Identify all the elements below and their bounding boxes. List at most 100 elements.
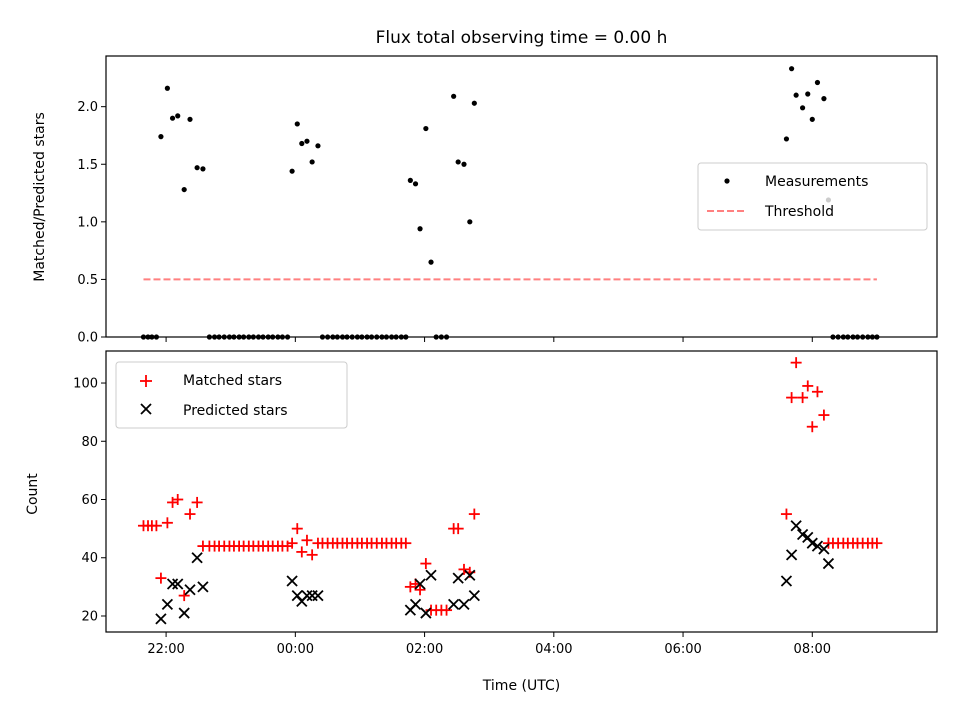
matched-stars-point <box>178 590 190 602</box>
matched-stars-point <box>806 421 818 433</box>
legend-threshold-label: Threshold <box>764 204 834 220</box>
x-tick-label: 00:00 <box>277 642 314 657</box>
matched-stars-point <box>811 386 823 398</box>
matched-stars-point <box>191 496 203 508</box>
measurements-point <box>407 177 413 183</box>
measurements-point <box>187 116 193 122</box>
matched-stars-point <box>414 584 426 596</box>
matched-stars-point <box>786 392 798 404</box>
predicted-stars-point <box>780 575 793 587</box>
predicted-stars-point <box>796 528 809 541</box>
measurements-point <box>455 159 461 165</box>
x-tick-label: 06:00 <box>664 642 701 657</box>
top-panel-frame <box>105 55 938 338</box>
measurements-point <box>299 140 305 147</box>
measurements-point <box>289 168 295 174</box>
bottom-panel-marks <box>137 357 883 625</box>
matched-stars-point <box>172 494 184 506</box>
measurements-point <box>294 121 300 127</box>
measurements-point <box>412 181 419 187</box>
predicted-stars-point <box>178 607 190 619</box>
measurements-point <box>158 134 164 140</box>
top-y-axis-label: Matched/Predicted stars <box>32 112 48 282</box>
predicted-stars-point <box>291 589 303 602</box>
measurements-point <box>315 143 321 149</box>
y-tick-label: 2.0 <box>77 100 98 115</box>
matched-stars-point <box>184 508 196 520</box>
x-tick-label: 22:00 <box>147 642 184 657</box>
bottom-legend: Matched stars Predicted stars <box>115 361 348 429</box>
measurements-point <box>467 219 473 225</box>
matched-stars-point <box>155 572 167 584</box>
matched-stars-point <box>167 496 179 508</box>
predicted-stars-point <box>806 537 818 549</box>
matched-stars-point <box>802 380 814 392</box>
bottom-legend-box <box>115 361 348 429</box>
top-legend: Measurements Threshold <box>697 162 928 231</box>
legend-matched-label: Matched stars <box>183 373 282 389</box>
bottom-panel-frame <box>105 350 938 633</box>
measurements-point <box>423 125 429 132</box>
legend-measurements-label: Measurements <box>765 174 868 190</box>
legend-measurements-marker <box>724 178 730 184</box>
predicted-stars-point <box>425 569 437 581</box>
measurements-point <box>799 105 806 111</box>
predicted-stars-point <box>468 589 480 602</box>
x-tick-label: 02:00 <box>406 642 443 657</box>
matched-stars-point <box>291 523 303 535</box>
matched-stars-point <box>871 537 883 549</box>
y-tick-label: 1.0 <box>77 215 98 230</box>
predicted-stars-point <box>172 578 184 590</box>
measurements-point <box>200 166 206 172</box>
matched-stars-point <box>468 508 480 520</box>
legend-predicted-label: Predicted stars <box>183 403 288 419</box>
matched-stars-point <box>797 392 809 404</box>
chart-title: Flux total observing time = 0.00 h <box>376 28 668 48</box>
predicted-stars-point <box>184 584 196 596</box>
matched-stars-point <box>420 558 432 570</box>
bottom-panel-ticks: 20 40 60 80 100 22:00 00:00 02:00 04:00 06:00 08:0… <box>73 377 831 657</box>
matched-stars-point <box>400 537 412 549</box>
measurements-point <box>417 226 423 232</box>
bottom-y-axis-label: Count <box>25 473 41 515</box>
predicted-stars-point <box>166 578 179 590</box>
predicted-stars-point <box>161 598 174 610</box>
y-tick-label: 0.5 <box>77 273 98 288</box>
x-tick-label: 04:00 <box>535 642 572 657</box>
y-tick-label: 1.5 <box>77 158 98 173</box>
y-tick-label: 60 <box>81 493 98 508</box>
top-panel: Flux total observing time = 0.00 h 0.00.… <box>32 28 938 346</box>
predicted-stars-point <box>464 569 476 581</box>
measurements-point <box>428 259 434 265</box>
matched-stars-point <box>161 517 173 529</box>
y-tick-label: 80 <box>81 435 98 450</box>
measurements-point <box>304 138 310 144</box>
y-tick-label: 40 <box>81 551 98 566</box>
predicted-stars-point <box>155 613 167 625</box>
legend-matched-marker <box>140 375 152 387</box>
measurements-point <box>309 159 315 165</box>
top-legend-box <box>697 162 928 231</box>
y-tick-label: 20 <box>81 609 98 624</box>
measurements-point <box>175 113 181 119</box>
measurements-point <box>164 85 170 91</box>
measurements-point <box>783 136 790 142</box>
y-tick-label: 0.0 <box>77 331 98 346</box>
predicted-stars-point <box>802 531 814 543</box>
matched-stars-point <box>150 520 162 532</box>
measurements-point <box>814 79 821 86</box>
predicted-stars-point <box>420 607 432 619</box>
predicted-stars-point <box>191 552 203 564</box>
measurements-point <box>471 100 477 106</box>
measurements-point <box>461 161 467 167</box>
measurements-point <box>821 96 827 102</box>
measurements-point <box>809 116 815 122</box>
predicted-stars-point <box>790 520 802 532</box>
measurements-point <box>793 92 799 98</box>
matched-stars-point <box>441 604 453 616</box>
top-panel-ticks: 0.0 0.5 1.0 1.5 2.0 <box>77 100 813 346</box>
measurements-point <box>451 93 457 99</box>
measurements-point <box>194 165 200 171</box>
predicted-stars-point <box>822 557 835 570</box>
